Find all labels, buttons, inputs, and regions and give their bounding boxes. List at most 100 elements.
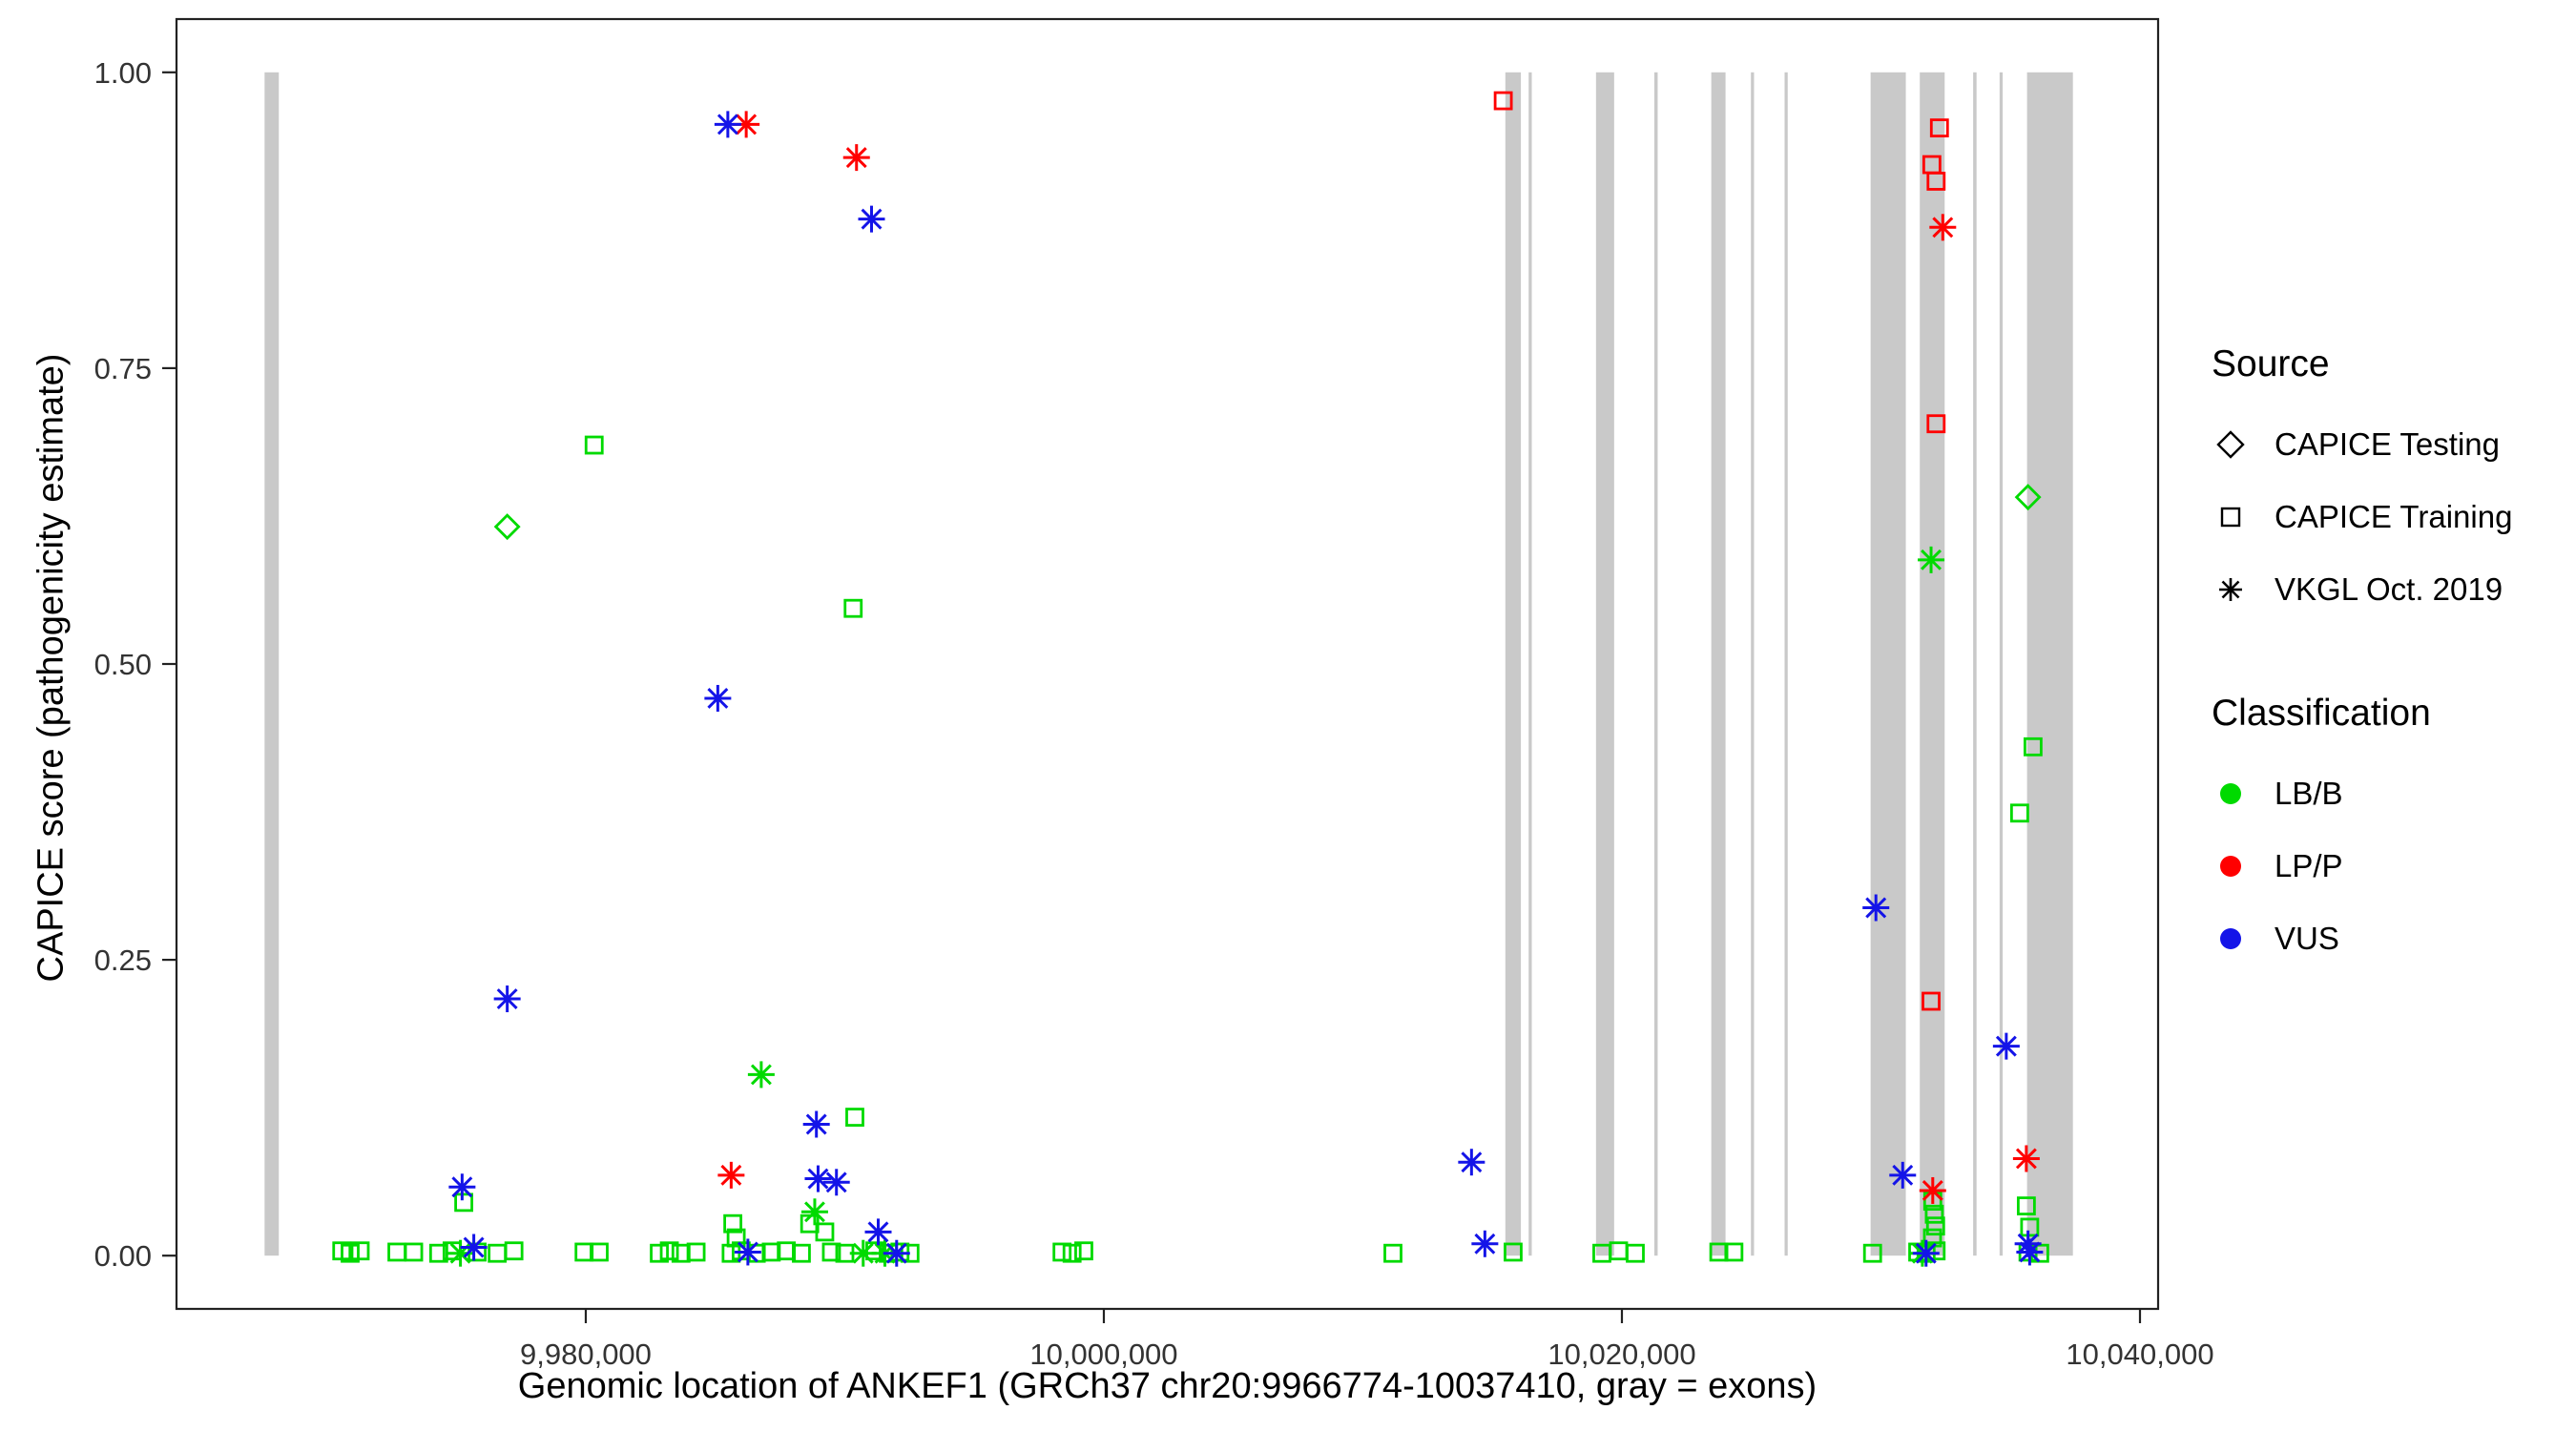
data-point-square xyxy=(2020,1217,2040,1237)
data-point-asterisk xyxy=(734,1238,761,1266)
data-point-square xyxy=(1626,1243,1645,1263)
legend-item-capice-training: CAPICE Training xyxy=(2212,481,2512,553)
data-point-asterisk xyxy=(800,1198,828,1226)
panel-border xyxy=(175,17,2160,1311)
data-point-square xyxy=(650,1243,669,1263)
data-point-asterisk xyxy=(864,1218,892,1246)
data-point-asterisk xyxy=(2016,1238,2044,1266)
data-point-asterisk xyxy=(804,1165,832,1192)
data-point-asterisk xyxy=(493,985,521,1013)
data-point-square xyxy=(488,1243,508,1263)
data-point-asterisk xyxy=(1992,1032,2020,1060)
legend-label-vkgl: VKGL Oct. 2019 xyxy=(2275,571,2503,607)
data-point-square xyxy=(1925,1216,1945,1236)
legend-item-vkgl: VKGL Oct. 2019 xyxy=(2212,553,2512,626)
data-point-asterisk xyxy=(1889,1161,1917,1189)
legend-label-vus: VUS xyxy=(2275,921,2339,956)
exon-bar xyxy=(1920,72,1945,1256)
exon-bar xyxy=(1973,72,1977,1256)
data-point-diamond xyxy=(493,513,521,541)
exon-bar xyxy=(1751,72,1755,1256)
data-point-square xyxy=(723,1213,743,1234)
data-point-asterisk xyxy=(2012,1145,2040,1172)
data-point-asterisk xyxy=(1919,1176,1946,1204)
exon-bar xyxy=(1784,72,1788,1256)
x-tick-label: 10,040,000 xyxy=(2066,1338,2213,1371)
legend-item-capice-testing: CAPICE Testing xyxy=(2212,408,2512,481)
y-axis-title: CAPICE score (pathogenicity estimate) xyxy=(31,353,72,983)
data-point-square xyxy=(1074,1241,1093,1261)
data-point-square xyxy=(1504,1242,1523,1262)
legend-label-capice-training: CAPICE Training xyxy=(2275,499,2513,534)
exon-bar xyxy=(264,72,280,1256)
x-axis-title: Genomic location of ANKEF1 (GRCh37 chr20… xyxy=(517,1366,1818,1406)
exon-bar xyxy=(1505,72,1522,1256)
exon-bar xyxy=(1711,72,1726,1256)
data-point-square xyxy=(1383,1243,1402,1263)
legend-source-title: Source xyxy=(2212,343,2330,384)
data-point-square xyxy=(1724,1242,1744,1262)
data-point-asterisk xyxy=(802,1110,830,1138)
data-point-square xyxy=(404,1242,424,1262)
data-point-square xyxy=(387,1242,406,1262)
data-point-square xyxy=(590,1242,609,1262)
data-point-square xyxy=(1929,118,1949,138)
x-tick-label: 10,020,000 xyxy=(1548,1338,1695,1371)
data-point-square xyxy=(792,1243,811,1263)
data-point-diamond xyxy=(2014,484,2042,511)
data-point-square xyxy=(1922,991,1941,1011)
legend: Source CAPICE Testing CAPICE Training xyxy=(2212,343,2512,975)
data-point-asterisk xyxy=(858,205,885,233)
legend-classification-title: Classification xyxy=(2212,693,2431,734)
data-point-square xyxy=(428,1243,448,1263)
y-tick-label: 0.00 xyxy=(94,1239,152,1273)
data-point-square xyxy=(584,435,604,455)
data-point-square xyxy=(1052,1242,1072,1262)
x-tick-label: 9,980,000 xyxy=(520,1338,652,1371)
legend-label-lbb: LB/B xyxy=(2275,776,2343,811)
exon-bar xyxy=(2026,72,2073,1256)
data-point-asterisk xyxy=(460,1234,488,1261)
legend-item-lbb: LB/B xyxy=(2212,757,2512,830)
data-point-square xyxy=(659,1241,679,1261)
square-icon xyxy=(2220,507,2241,528)
data-point-square xyxy=(821,1242,841,1262)
lpp-dot-icon xyxy=(2220,856,2241,877)
data-point-asterisk xyxy=(822,1169,850,1196)
data-point-asterisk xyxy=(1918,546,1945,573)
data-point-square xyxy=(341,1243,360,1263)
legend-item-vus: VUS xyxy=(2212,902,2512,975)
exon-bar xyxy=(1999,72,2004,1256)
data-point-asterisk xyxy=(1912,1239,1940,1267)
y-tick-label: 0.25 xyxy=(94,944,152,977)
data-point-square xyxy=(1493,91,1513,111)
data-point-asterisk xyxy=(747,1061,775,1089)
exon-bar xyxy=(1653,72,1658,1256)
exon-bar xyxy=(1528,72,1532,1256)
data-point-asterisk xyxy=(448,1173,476,1201)
data-point-square xyxy=(1926,414,1946,434)
data-point-asterisk xyxy=(1471,1230,1499,1257)
data-point-asterisk xyxy=(883,1239,910,1267)
legend-label-capice-testing: CAPICE Testing xyxy=(2275,426,2500,462)
data-point-square xyxy=(686,1242,706,1262)
asterisk-icon xyxy=(2219,578,2242,601)
data-point-square xyxy=(2009,803,2029,823)
data-point-square xyxy=(2016,1196,2036,1215)
diamond-icon xyxy=(2216,430,2245,459)
y-tick-label: 1.00 xyxy=(94,56,152,90)
data-point-square xyxy=(843,598,863,618)
y-tick-label: 0.50 xyxy=(94,648,152,681)
legend-label-lpp: LP/P xyxy=(2275,848,2343,883)
data-point-square xyxy=(845,1108,864,1127)
exon-bar xyxy=(1595,72,1614,1256)
x-tick-label: 10,000,000 xyxy=(1029,1338,1177,1371)
data-point-asterisk xyxy=(704,684,732,712)
exon-bar xyxy=(1870,72,1906,1256)
data-point-square xyxy=(454,1192,473,1213)
data-point-square xyxy=(1862,1243,1882,1263)
lbb-dot-icon xyxy=(2220,783,2241,804)
data-point-square xyxy=(1062,1243,1082,1263)
